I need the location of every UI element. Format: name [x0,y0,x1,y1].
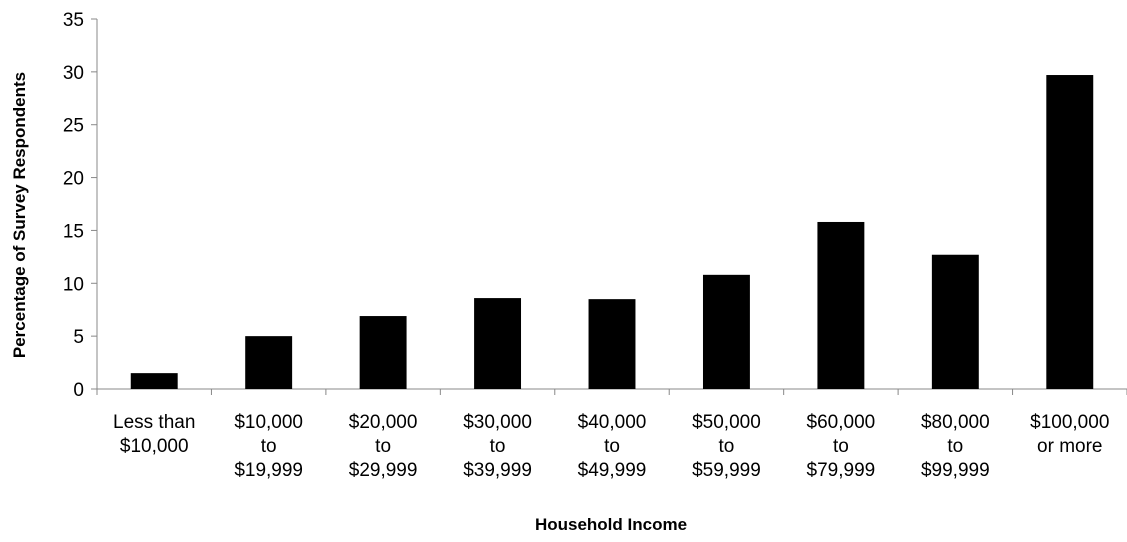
x-tick-label-line: $20,000 [349,412,418,433]
x-tick-label: Less than $10,000 [113,412,195,457]
x-tick-label-line: to [375,436,391,457]
x-axis [96,388,1127,395]
x-tick-label-line: to [604,436,620,457]
y-tick-label: 35 [63,10,84,31]
y-tick-label: 20 [63,169,84,190]
bar [359,316,407,389]
bar [130,373,178,389]
x-tick-label-line: or more [1037,436,1102,457]
bar [817,221,865,389]
x-tick-label-line: to [947,436,963,457]
x-tick-label-line: $19,999 [234,460,303,481]
x-tick-label: $80,000 to $99,999 [921,412,990,481]
category-labels: Less than $10,000 $10,000 to $19,999 $20,000 t… [113,412,1109,481]
bar [931,254,979,389]
x-tick-label-line: $10,000 [234,412,303,433]
y-tick-label: 25 [63,116,84,137]
x-tick-label-line: $50,000 [692,412,761,433]
x-tick-label-line: $60,000 [807,412,876,433]
bar [474,298,522,389]
x-tick-label: $10,000 to $19,999 [234,412,303,481]
y-tick-label: 5 [73,327,84,348]
x-tick-label-line: $59,999 [692,460,761,481]
y-tick-label: 10 [63,274,84,295]
x-tick-label-line: $39,999 [463,460,532,481]
y-tick-label: 15 [63,221,84,242]
x-tick-label-line: to [490,436,506,457]
x-tick-label-line: $100,000 [1030,412,1109,433]
x-tick-label-line: $10,000 [120,436,189,457]
y-axis: 0 5 10 15 20 25 30 35 [63,10,98,401]
x-tick-label-line: $79,999 [807,460,876,481]
x-tick-label-line: $80,000 [921,412,990,433]
x-tick-label: $20,000 to $29,999 [349,412,418,481]
x-tick-label-line: $29,999 [349,460,418,481]
y-tick-label: 30 [63,63,84,84]
bar [702,274,750,389]
x-tick-label-line: Less than [113,412,195,433]
x-tick-label-line: $30,000 [463,412,532,433]
bar [588,299,636,389]
bars [130,75,1094,390]
x-tick-label: $30,000 to $39,999 [463,412,532,481]
x-tick-label: $50,000 to $59,999 [692,412,761,481]
x-tick-label-line: $40,000 [578,412,647,433]
bar [1046,75,1094,390]
x-tick-label-line: to [719,436,735,457]
x-axis-title: Household Income [535,515,687,534]
bar [245,336,293,389]
x-tick-label: $100,000 or more [1030,412,1109,457]
y-tick-label: 0 [73,380,84,401]
x-tick-label-line: $99,999 [921,460,990,481]
x-tick-label-line: to [261,436,277,457]
x-tick-label: $40,000 to $49,999 [578,412,647,481]
x-tick-label-line: $49,999 [578,460,647,481]
x-tick-label-line: to [833,436,849,457]
x-tick-label: $60,000 to $79,999 [807,412,876,481]
y-axis-title: Percentage of Survey Respondents [10,72,29,358]
